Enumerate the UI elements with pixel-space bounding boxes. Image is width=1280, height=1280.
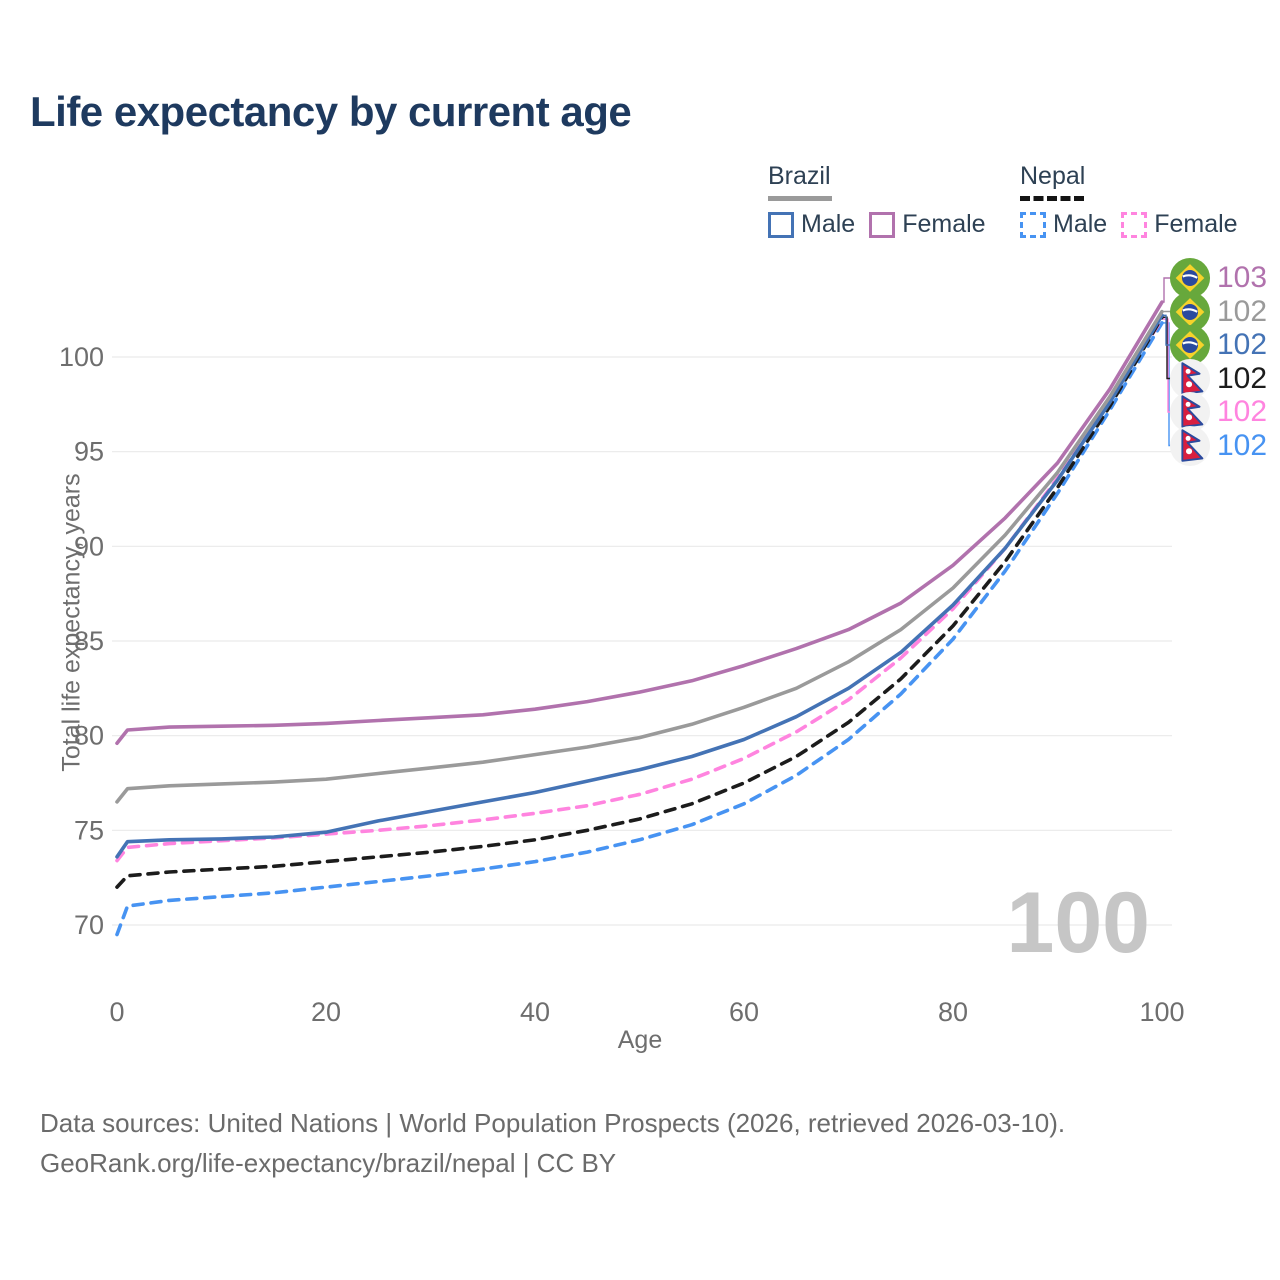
y-tick-label: 80 (74, 721, 104, 751)
legend-item-label: Female (902, 210, 986, 238)
end-label-value: 103 (1217, 261, 1268, 294)
brazil-flag-icon (1169, 257, 1211, 299)
brazil-female-swatch-icon (869, 211, 896, 238)
nepal-flag-icon (1169, 391, 1211, 433)
page-title: Life expectancy by current age (30, 88, 632, 135)
y-axis-title: Total life expectancy, years (57, 473, 86, 772)
end-label-row-brazil: 102 (1169, 291, 1267, 333)
brazil-flag-icon (1169, 291, 1211, 332)
end-label-row-brazil-female: 103 (1169, 257, 1267, 299)
y-tick-label: 90 (74, 531, 104, 561)
footer-sources: Data sources: United Nations | World Pop… (40, 1108, 1066, 1138)
legend-item-brazil-male[interactable]: Male (768, 210, 855, 239)
legend-item-brazil-female[interactable]: Female (869, 210, 986, 239)
series-line-nepal[interactable] (115, 315, 1164, 889)
legend-item-label: Male (1053, 210, 1108, 238)
legend-country-nepal[interactable]: Nepal (1020, 162, 1086, 190)
end-label-connector (1162, 314, 1171, 346)
series-line-nepal-female[interactable] (115, 317, 1164, 863)
nepal-male-swatch-icon (1020, 211, 1046, 238)
legend-item-nepal-female[interactable]: Female (1121, 210, 1238, 239)
end-label-row-nepal-male: 102 (1169, 425, 1267, 467)
legend-country-brazil[interactable]: Brazil (768, 162, 831, 190)
brazil-male-swatch-icon (768, 211, 794, 238)
end-label-value: 102 (1217, 328, 1268, 361)
brazil-line-swatch (768, 196, 832, 201)
end-label-row-brazil-male: 102 (1169, 324, 1267, 366)
nepal-flag-icon (1169, 425, 1211, 466)
x-tick-label: 0 (109, 997, 124, 1027)
x-tick-label: 100 (1139, 997, 1184, 1027)
end-label-value: 102 (1217, 294, 1268, 328)
series-line-brazil[interactable] (115, 309, 1164, 804)
y-tick-label: 95 (74, 437, 104, 467)
x-tick-label: 60 (729, 997, 759, 1027)
legend-group-nepal: Nepal Male Female (1020, 162, 1238, 239)
end-label-row-nepal: 102 (1169, 358, 1267, 400)
legend-item-nepal-male[interactable]: Male (1020, 210, 1107, 239)
brazil-flag-icon (1169, 324, 1211, 366)
end-label-connector (1162, 277, 1171, 303)
nepal-female-swatch-icon (1121, 211, 1148, 238)
series-line-nepal-male[interactable] (115, 321, 1164, 937)
y-tick-label: 85 (74, 626, 104, 656)
age-watermark: 100 (1007, 875, 1151, 971)
series-line-brazil-male[interactable] (115, 313, 1164, 859)
end-label-row-nepal-female: 102 (1169, 391, 1267, 433)
y-tick-label: 70 (74, 910, 104, 940)
end-label-value: 102 (1217, 395, 1268, 428)
x-tick-label: 40 (520, 997, 550, 1027)
series-line-brazil-female[interactable] (115, 300, 1164, 745)
x-tick-label: 80 (938, 997, 968, 1027)
end-label-connector (1162, 316, 1171, 380)
y-tick-label: 100 (59, 342, 104, 372)
x-axis-title-text: Age (617, 1026, 663, 1054)
y-tick-label: 75 (74, 815, 104, 845)
footer-attribution: GeoRank.org/life-expectancy/brazil/nepal… (40, 1148, 617, 1178)
line-chart-plot: 70 75 80 85 90 95 100 100 0 20 40 60 80 100 (59, 277, 1185, 1027)
end-label-connector (1162, 318, 1171, 413)
nepal-line-swatch (1020, 196, 1084, 201)
x-axis-title: Age (0, 1026, 1280, 1055)
end-label-value: 102 (1217, 428, 1268, 462)
nepal-flag-icon (1169, 358, 1211, 399)
legend-group-brazil: Brazil Male Female (768, 162, 986, 239)
x-tick-label: 20 (311, 997, 341, 1027)
legend-item-label: Male (801, 210, 856, 238)
end-label-value: 102 (1217, 361, 1268, 395)
legend-item-label: Female (1154, 210, 1238, 238)
